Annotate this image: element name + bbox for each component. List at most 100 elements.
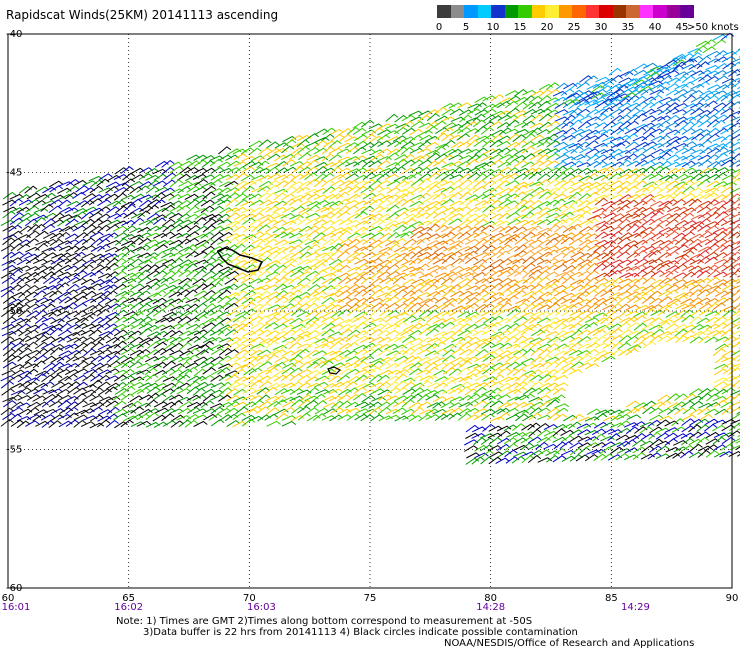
wind-barb [184, 309, 199, 317]
wind-barb [458, 401, 473, 408]
wind-barb [312, 350, 327, 357]
wind-barb [394, 380, 408, 388]
wind-barb [514, 148, 529, 156]
wind-barb [201, 245, 216, 253]
wind-barb [538, 191, 552, 200]
wind-barb [639, 421, 655, 428]
wind-barb [290, 415, 305, 422]
wind-barb [609, 264, 624, 273]
wind-barb [249, 199, 265, 207]
wind-barb [706, 401, 721, 409]
wind-barb [442, 317, 457, 324]
wind-barb [161, 355, 176, 363]
wind-barb [482, 108, 497, 116]
wind-barb [498, 244, 512, 252]
wind-barb [353, 185, 368, 194]
wind-barb [280, 324, 296, 331]
wind-barb [530, 160, 545, 168]
wind-barb [569, 447, 584, 456]
wind-barb [209, 362, 224, 369]
wind-barb [115, 237, 129, 246]
wind-barb [496, 250, 510, 259]
wind-barb [448, 240, 464, 246]
wind-barb [496, 297, 511, 305]
wind-barb [601, 409, 616, 415]
wind-barb [66, 178, 80, 187]
wind-barb [456, 133, 470, 141]
wind-barb [569, 329, 584, 338]
wind-barb [209, 263, 224, 272]
wind-barb [43, 276, 57, 284]
wind-barb [288, 227, 303, 234]
wind-barb [650, 309, 665, 316]
wind-barb [464, 356, 479, 363]
wind-barb [137, 210, 151, 219]
wind-barb [266, 211, 280, 220]
wind-barb [545, 387, 560, 395]
wind-barb [179, 341, 193, 351]
wind-barb [73, 414, 89, 421]
wind-barb [305, 322, 320, 331]
wind-barb [577, 429, 592, 436]
wind-barb [312, 413, 327, 421]
wind-barb [464, 323, 479, 331]
wind-barb [394, 330, 409, 337]
wind-barb [235, 406, 249, 415]
wind-barb [65, 406, 79, 415]
wind-barb [424, 269, 439, 278]
wind-barb [209, 282, 223, 290]
wind-barb [562, 114, 576, 123]
wind-barb [272, 361, 287, 369]
wind-barb [561, 186, 576, 194]
wind-barb [192, 408, 208, 414]
wind-barb [672, 401, 687, 409]
wind-barb [664, 260, 680, 266]
wind-barb [599, 446, 613, 455]
wind-barb [528, 316, 543, 324]
wind-barb [402, 266, 417, 272]
wind-barb [89, 194, 104, 201]
wind-barb [626, 258, 640, 266]
wind-barb [713, 56, 728, 63]
wind-barb [571, 128, 586, 135]
wind-barb [218, 285, 234, 292]
wind-barb [674, 173, 689, 181]
wind-barb [488, 199, 503, 208]
wind-barb [345, 297, 360, 305]
wind-barb [265, 166, 280, 175]
wind-barb [674, 120, 688, 128]
wind-barb [225, 317, 240, 325]
wind-barb [712, 395, 728, 402]
wind-barb [128, 330, 143, 338]
wind-barb [337, 309, 351, 317]
wind-barb [616, 204, 630, 213]
wind-barb [256, 341, 270, 349]
wind-barb [145, 217, 159, 226]
wind-barb [641, 270, 656, 278]
wind-barb [193, 335, 208, 343]
wind-barb [17, 395, 32, 401]
wind-barb [497, 367, 512, 375]
wind-barb [90, 374, 104, 382]
wind-barb [706, 211, 721, 220]
wind-barb [585, 122, 601, 129]
wind-barb [8, 267, 24, 273]
wind-barb [418, 282, 433, 291]
wind-barb [624, 199, 639, 207]
wind-barb [90, 245, 105, 252]
color-scale-label: 10 [486, 22, 500, 33]
wind-barb [2, 296, 17, 304]
wind-barb [656, 245, 671, 253]
wind-barb [401, 153, 415, 162]
wind-barb [522, 129, 538, 136]
wind-barb [640, 445, 655, 454]
wind-barb [235, 364, 250, 370]
wind-barb [569, 199, 583, 207]
wind-barb [448, 243, 462, 252]
wind-barb [8, 257, 23, 265]
wind-barb [594, 350, 609, 357]
wind-barb [122, 172, 136, 181]
wind-barb [647, 419, 662, 427]
wind-barb [370, 388, 385, 395]
wind-barb [465, 117, 481, 123]
